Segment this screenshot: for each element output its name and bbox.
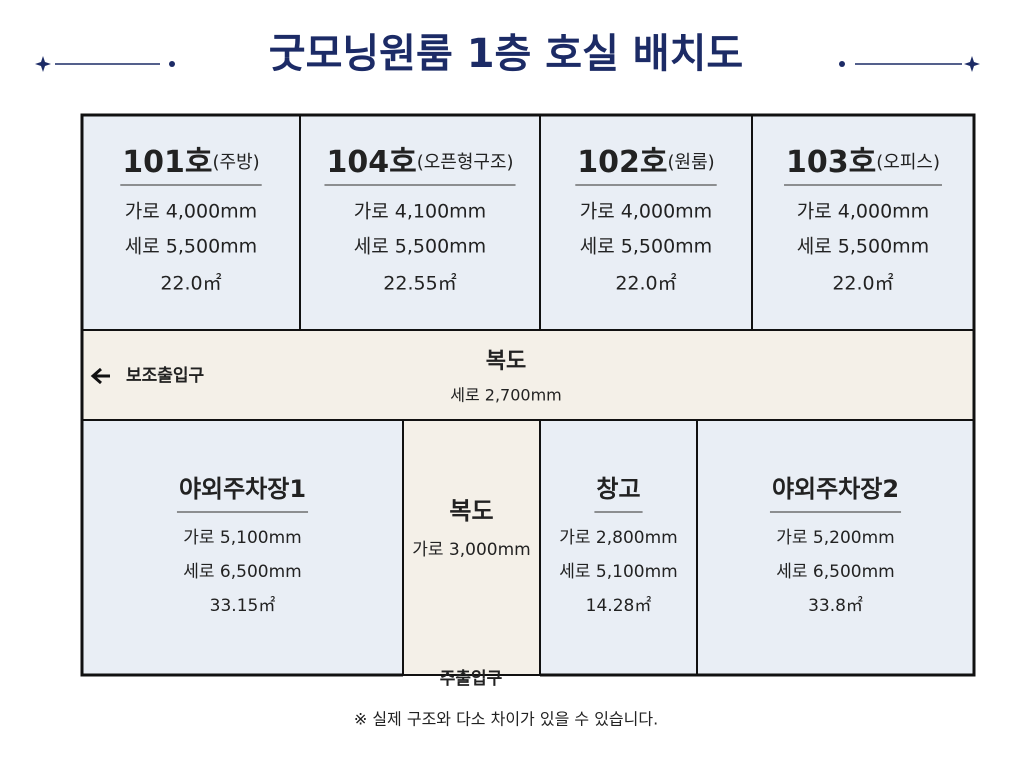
hallway — [82, 330, 974, 420]
room-number: 창고 — [596, 475, 640, 503]
room-detail: 가로 2,800mm — [559, 528, 677, 548]
room-detail: 세로 6,500mm — [776, 562, 894, 582]
room-note: (원룸) — [668, 152, 715, 173]
room-detail: 22.0㎡ — [832, 272, 893, 295]
room-name: 102호(원룸) — [577, 145, 714, 180]
room-number: 104호 — [326, 145, 416, 180]
room-name: 야외주차장2 — [772, 475, 899, 503]
room-note: (오피스) — [876, 152, 940, 173]
room-name: 104호(오픈형구조) — [326, 145, 513, 180]
title-stars — [35, 56, 980, 72]
room-detail: 가로 3,000mm — [412, 540, 530, 560]
side-arrow — [90, 367, 110, 385]
room-number: 복도 — [449, 497, 493, 525]
room-detail: 가로 5,100mm — [183, 528, 301, 548]
room — [696, 419, 975, 676]
room-detail: 세로 5,500mm — [125, 236, 257, 258]
room-detail: 가로 4,100mm — [354, 201, 486, 223]
room-detail: 22.0㎡ — [160, 272, 221, 295]
room-detail: 가로 4,000mm — [580, 201, 712, 223]
outer-wall — [80, 113, 976, 677]
rooms: 101호(주방) 가로 4,000mm 세로 5,500mm 22.0㎡ 104호(오픈… — [81, 114, 975, 676]
room-detail: 가로 4,000mm — [125, 201, 257, 223]
room-detail: 세로 5,500mm — [580, 236, 712, 258]
side-entrance: 보조출입구 — [126, 366, 205, 386]
room-detail: 22.55㎡ — [383, 272, 456, 295]
room-name: 101호(주방) — [122, 145, 259, 180]
room-note: (오픈형구조) — [417, 152, 514, 173]
room-note: (주방) — [213, 152, 260, 173]
room-detail: 22.0㎡ — [615, 272, 676, 295]
room — [539, 114, 753, 331]
room-number: 야외주차장1 — [179, 475, 306, 503]
room-detail: 33.8㎡ — [808, 596, 863, 616]
room-detail: 세로 5,100mm — [559, 562, 677, 582]
room — [751, 114, 975, 331]
room-detail: 가로 4,000mm — [797, 201, 929, 223]
room-name: 복도 — [449, 497, 493, 525]
room-detail: 세로 6,500mm — [183, 562, 301, 582]
room-detail: 14.28㎡ — [586, 596, 652, 616]
room — [299, 114, 541, 331]
room — [539, 419, 698, 676]
room — [81, 419, 404, 676]
room-detail: 세로 5,500mm — [354, 236, 486, 258]
title: 굿모닝원룸 1층 호실 배치도 — [269, 31, 743, 77]
hallway-dim: 세로 2,700mm — [450, 386, 562, 405]
room-detail: 세로 5,500mm — [797, 236, 929, 258]
room-number: 101호 — [122, 145, 212, 180]
room-number: 야외주차장2 — [772, 475, 899, 503]
hallway-name: 복도 — [486, 349, 526, 374]
room-detail: 가로 5,200mm — [776, 528, 894, 548]
room-number: 103호 — [786, 145, 876, 180]
room-name: 창고 — [596, 475, 640, 503]
room-name: 야외주차장1 — [179, 475, 306, 503]
room-detail: 33.15㎡ — [210, 596, 276, 616]
room-name: 103호(오피스) — [786, 145, 940, 180]
corridor — [402, 419, 541, 676]
main-entrance: 주출입구 — [440, 669, 503, 689]
room-number: 102호 — [577, 145, 667, 180]
footnote: ※ 실제 구조와 다소 차이가 있을 수 있습니다. — [354, 710, 658, 729]
